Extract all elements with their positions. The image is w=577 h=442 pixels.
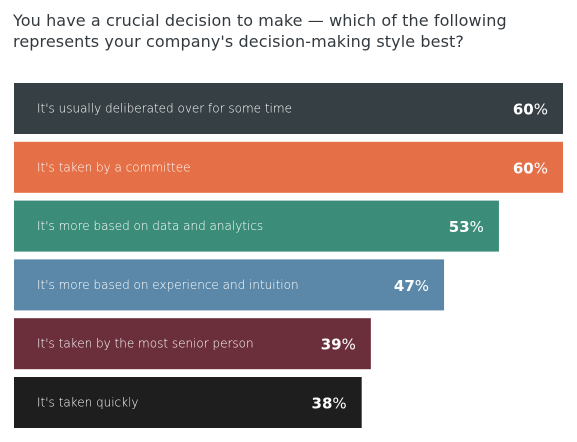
bar-label-2: It's taken by a committee	[37, 160, 191, 174]
bar-value-4: 47%	[394, 277, 429, 295]
bar-4	[14, 259, 445, 311]
bar-3	[14, 200, 499, 252]
bar-value-1: 60%	[513, 101, 548, 119]
bar-value-2: 60%	[513, 159, 548, 177]
bar-5	[14, 318, 371, 370]
bar-label-3: It's more based on data and analytics	[37, 219, 263, 233]
bar-1	[14, 83, 563, 134]
bar-label-4: It's more based on experience and intuit…	[37, 278, 299, 292]
bar-6	[14, 377, 362, 428]
bar-label-1: It's usually deliberated over for some t…	[37, 102, 292, 116]
bar-value-6: 38%	[312, 395, 347, 413]
bar-value-3: 53%	[449, 218, 484, 236]
bar-value-5: 39%	[321, 336, 356, 354]
bar-label-5: It's taken by the most senior person	[37, 337, 254, 351]
bar-label-6: It's taken quickly	[37, 396, 139, 410]
chart-title: You have a crucial decision to make — wh…	[13, 11, 507, 51]
bar-2	[14, 141, 563, 193]
